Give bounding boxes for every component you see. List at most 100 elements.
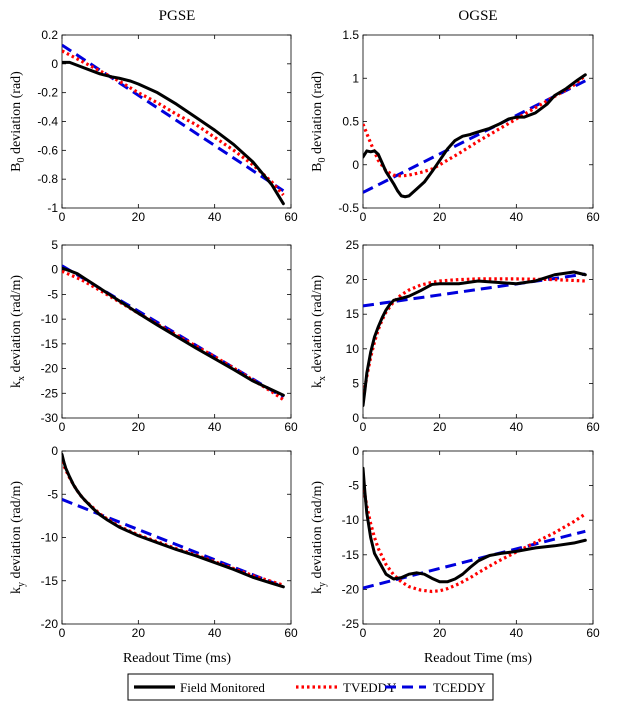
y-tick-label: -0.4 bbox=[37, 115, 58, 129]
y-tick-label: -0.6 bbox=[37, 143, 58, 157]
legend: Field Monitored TVEDDY TCEDDY bbox=[127, 673, 494, 701]
x-axis-label-right: Readout Time (ms) bbox=[424, 651, 532, 666]
y-axis-label-main: k bbox=[9, 587, 24, 594]
legend-label-field-monitored: Field Monitored bbox=[180, 680, 265, 695]
y-tick-label: 0 bbox=[51, 263, 58, 277]
plot-frame bbox=[362, 34, 594, 209]
y-axis-label: ky deviation (rad/m) bbox=[9, 481, 27, 594]
y-axis-label-subscript: 0 bbox=[16, 157, 27, 162]
series-line-tceddy bbox=[363, 79, 587, 194]
x-tick-label: 40 bbox=[208, 420, 222, 434]
series-line-tveddy bbox=[363, 74, 587, 178]
plot-frame bbox=[61, 244, 292, 419]
y-tick-label: -15 bbox=[41, 337, 59, 351]
series-line-field-monitored bbox=[62, 266, 285, 397]
x-tick-label: 40 bbox=[510, 210, 524, 224]
series-line-tceddy bbox=[363, 272, 586, 308]
series-line-field-monitored bbox=[363, 73, 587, 199]
y-tick-label: -0.8 bbox=[37, 172, 58, 186]
y-tick-label: -0.2 bbox=[37, 86, 58, 100]
y-tick-label: -5 bbox=[47, 287, 58, 301]
y-axis-label-main: B bbox=[310, 162, 325, 171]
y-axis-label-subscript: x bbox=[16, 376, 27, 381]
y-tick-label: -25 bbox=[41, 386, 59, 400]
y-axis-label-rest: deviation (rad) bbox=[9, 71, 24, 158]
x-tick-label: 40 bbox=[208, 210, 222, 224]
y-tick-label: 5 bbox=[352, 376, 359, 390]
y-tick-label: -0.5 bbox=[338, 201, 359, 215]
column-title-ogse: OGSE bbox=[458, 8, 497, 24]
x-tick-label: 0 bbox=[360, 420, 367, 434]
y-axis-label-main: k bbox=[310, 381, 325, 388]
series-line-tceddy bbox=[62, 43, 285, 192]
y-tick-label: 1 bbox=[352, 71, 359, 85]
legend-label-tceddy: TCEDDY bbox=[433, 680, 486, 695]
series-line-field-monitored bbox=[62, 452, 285, 589]
x-tick-label: 0 bbox=[59, 210, 66, 224]
y-tick-label: -25 bbox=[342, 617, 360, 631]
y-tick-label: -10 bbox=[41, 531, 59, 545]
y-axis-label-rest: deviation (rad/m) bbox=[310, 481, 325, 582]
y-axis-label-rest: deviation (rad/m) bbox=[9, 481, 24, 582]
x-tick-label: 20 bbox=[132, 420, 146, 434]
panels: 0 20 40 60-1-0.8-0.6-0.4-0.200.2B0 deviatio… bbox=[9, 28, 600, 640]
y-tick-label: 1.5 bbox=[342, 28, 359, 42]
panel-middle-left: 0 20 40 60 -30 -25 -20 -15 -10 -5 0 5 kx deviation (… bbox=[9, 238, 298, 434]
y-tick-label: -15 bbox=[41, 574, 59, 588]
x-tick-label: 40 bbox=[510, 420, 524, 434]
plot-frame bbox=[362, 450, 594, 625]
y-tick-label: -5 bbox=[348, 479, 359, 493]
x-tick-label: 60 bbox=[586, 210, 600, 224]
y-tick-label: 0 bbox=[352, 411, 359, 425]
legend-box bbox=[127, 673, 494, 701]
x-tick-label: 60 bbox=[586, 626, 600, 640]
column-title-pgse: PGSE bbox=[159, 8, 196, 24]
y-axis-label: B0 deviation (rad) bbox=[9, 71, 27, 172]
legend-label-tveddy: TVEDDY bbox=[343, 680, 397, 695]
y-tick-label: -20 bbox=[41, 362, 59, 376]
x-tick-label: 40 bbox=[510, 626, 524, 640]
panel-top-left: 0 20 40 60-1-0.8-0.6-0.4-0.200.2B0 deviatio… bbox=[9, 28, 298, 224]
y-axis-label: kx deviation (rad/m) bbox=[310, 275, 328, 388]
y-tick-label: 20 bbox=[346, 273, 360, 287]
y-tick-label: -20 bbox=[342, 582, 360, 596]
y-axis-label-main: k bbox=[310, 587, 325, 594]
series-line-tveddy bbox=[363, 483, 587, 594]
series-line-field-monitored bbox=[363, 466, 587, 584]
x-tick-label: 60 bbox=[284, 626, 298, 640]
y-tick-label: 15 bbox=[346, 307, 360, 321]
x-tick-label: 60 bbox=[586, 420, 600, 434]
plot-frame bbox=[362, 244, 594, 419]
x-tick-label: 0 bbox=[59, 626, 66, 640]
panel-bottom-left: 0 20 40 60 -20 -15 -10 -5 0 ky deviation (rad/m) bbox=[9, 444, 298, 640]
plot-frame bbox=[61, 450, 292, 625]
y-tick-label: -10 bbox=[41, 312, 59, 326]
y-axis-label-subscript: x bbox=[317, 376, 328, 381]
y-axis-label-main: B bbox=[9, 162, 24, 171]
y-axis-label-subscript: y bbox=[317, 582, 328, 587]
y-axis-label-rest: deviation (rad/m) bbox=[9, 275, 24, 376]
x-tick-label: 40 bbox=[208, 626, 222, 640]
y-tick-label: -1 bbox=[47, 201, 58, 215]
y-tick-label: 25 bbox=[346, 238, 360, 252]
series-line-field-monitored bbox=[363, 270, 587, 408]
x-tick-label: 20 bbox=[132, 210, 146, 224]
y-tick-label: 0 bbox=[51, 444, 58, 458]
x-tick-label: 0 bbox=[360, 626, 367, 640]
x-axis-label-left: Readout Time (ms) bbox=[123, 651, 231, 666]
y-axis-label-rest: deviation (rad) bbox=[310, 71, 325, 158]
y-axis-label-subscript: 0 bbox=[317, 157, 328, 162]
panel-bottom-right: 0 20 40 60 -25 -20 -15 -10 -5 0 ky deviation (rad/… bbox=[310, 444, 600, 640]
y-tick-label: 5 bbox=[51, 238, 58, 252]
y-axis-label-main: k bbox=[9, 381, 24, 388]
y-tick-label: 10 bbox=[346, 342, 360, 356]
y-axis-label-rest: deviation (rad/m) bbox=[310, 275, 325, 376]
y-tick-label: 0 bbox=[352, 158, 359, 172]
panel-middle-right: 0 20 40 60 0 5 10 15 20 25 kx deviation (rad/m) bbox=[310, 238, 600, 434]
panel-top-right: 0 20 40 60-0.500.511.5B0 deviation (rad) bbox=[310, 28, 600, 224]
x-tick-label: 60 bbox=[284, 210, 298, 224]
y-tick-label: -15 bbox=[342, 548, 360, 562]
x-tick-label: 60 bbox=[284, 420, 298, 434]
y-tick-label: -5 bbox=[47, 487, 58, 501]
